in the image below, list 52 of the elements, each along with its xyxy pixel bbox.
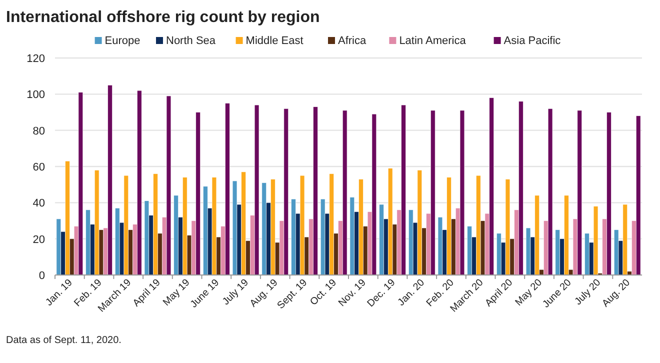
bar bbox=[232, 180, 238, 276]
y-tick-label: 40 bbox=[32, 198, 45, 210]
y-tick-label: 0 bbox=[38, 270, 45, 282]
bar bbox=[262, 182, 266, 276]
bar bbox=[467, 226, 472, 276]
legend-label: Middle East bbox=[246, 35, 304, 47]
legend-label: North Sea bbox=[166, 35, 216, 47]
x-tick-label: Jan. 20 bbox=[396, 277, 428, 308]
legend-label: Europe bbox=[104, 35, 140, 47]
y-tick-label: 100 bbox=[26, 89, 45, 102]
y-tick-label: 120 bbox=[26, 53, 45, 65]
bar bbox=[342, 110, 348, 276]
bar bbox=[300, 175, 305, 276]
legend-label: Latin America bbox=[399, 35, 467, 47]
y-tick-label: 20 bbox=[32, 234, 45, 246]
legend-label: Asia Pacific bbox=[504, 35, 562, 47]
bar bbox=[496, 233, 502, 276]
x-tick-label: Oct. 19 bbox=[308, 277, 340, 308]
bar bbox=[555, 230, 560, 276]
x-tick-label: Jan. 19 bbox=[44, 277, 76, 308]
text: Data as of Sept. 11, 2020. bbox=[6, 335, 122, 346]
bar bbox=[526, 228, 531, 276]
bar bbox=[636, 116, 641, 276]
bar bbox=[460, 110, 465, 276]
bar bbox=[350, 197, 355, 276]
bar bbox=[584, 233, 590, 276]
bar bbox=[174, 195, 178, 276]
bar bbox=[593, 206, 598, 276]
x-tick-label: May 19 bbox=[161, 277, 193, 308]
bar bbox=[56, 218, 62, 276]
x-tick-label: Dec. 19 bbox=[365, 277, 398, 310]
bar bbox=[166, 96, 172, 276]
chart-title: International offshore rig count by region bbox=[6, 9, 320, 26]
bar bbox=[254, 104, 260, 276]
bar bbox=[203, 186, 208, 276]
bar bbox=[86, 210, 90, 276]
x-tick-label: July 19 bbox=[220, 277, 252, 308]
x-tick-label: May 20 bbox=[513, 277, 545, 308]
bar bbox=[379, 204, 384, 276]
y-tick-label: 60 bbox=[32, 162, 45, 174]
bar bbox=[372, 114, 377, 276]
bar bbox=[438, 216, 443, 276]
bar bbox=[144, 200, 150, 276]
y-tick-label: 80 bbox=[32, 125, 45, 138]
bar bbox=[94, 170, 100, 276]
bar bbox=[78, 92, 84, 276]
bar bbox=[388, 168, 393, 276]
legend-label: Africa bbox=[338, 35, 367, 47]
bar bbox=[212, 177, 217, 276]
bar bbox=[548, 108, 553, 276]
bar bbox=[505, 179, 510, 276]
bar bbox=[291, 198, 296, 276]
